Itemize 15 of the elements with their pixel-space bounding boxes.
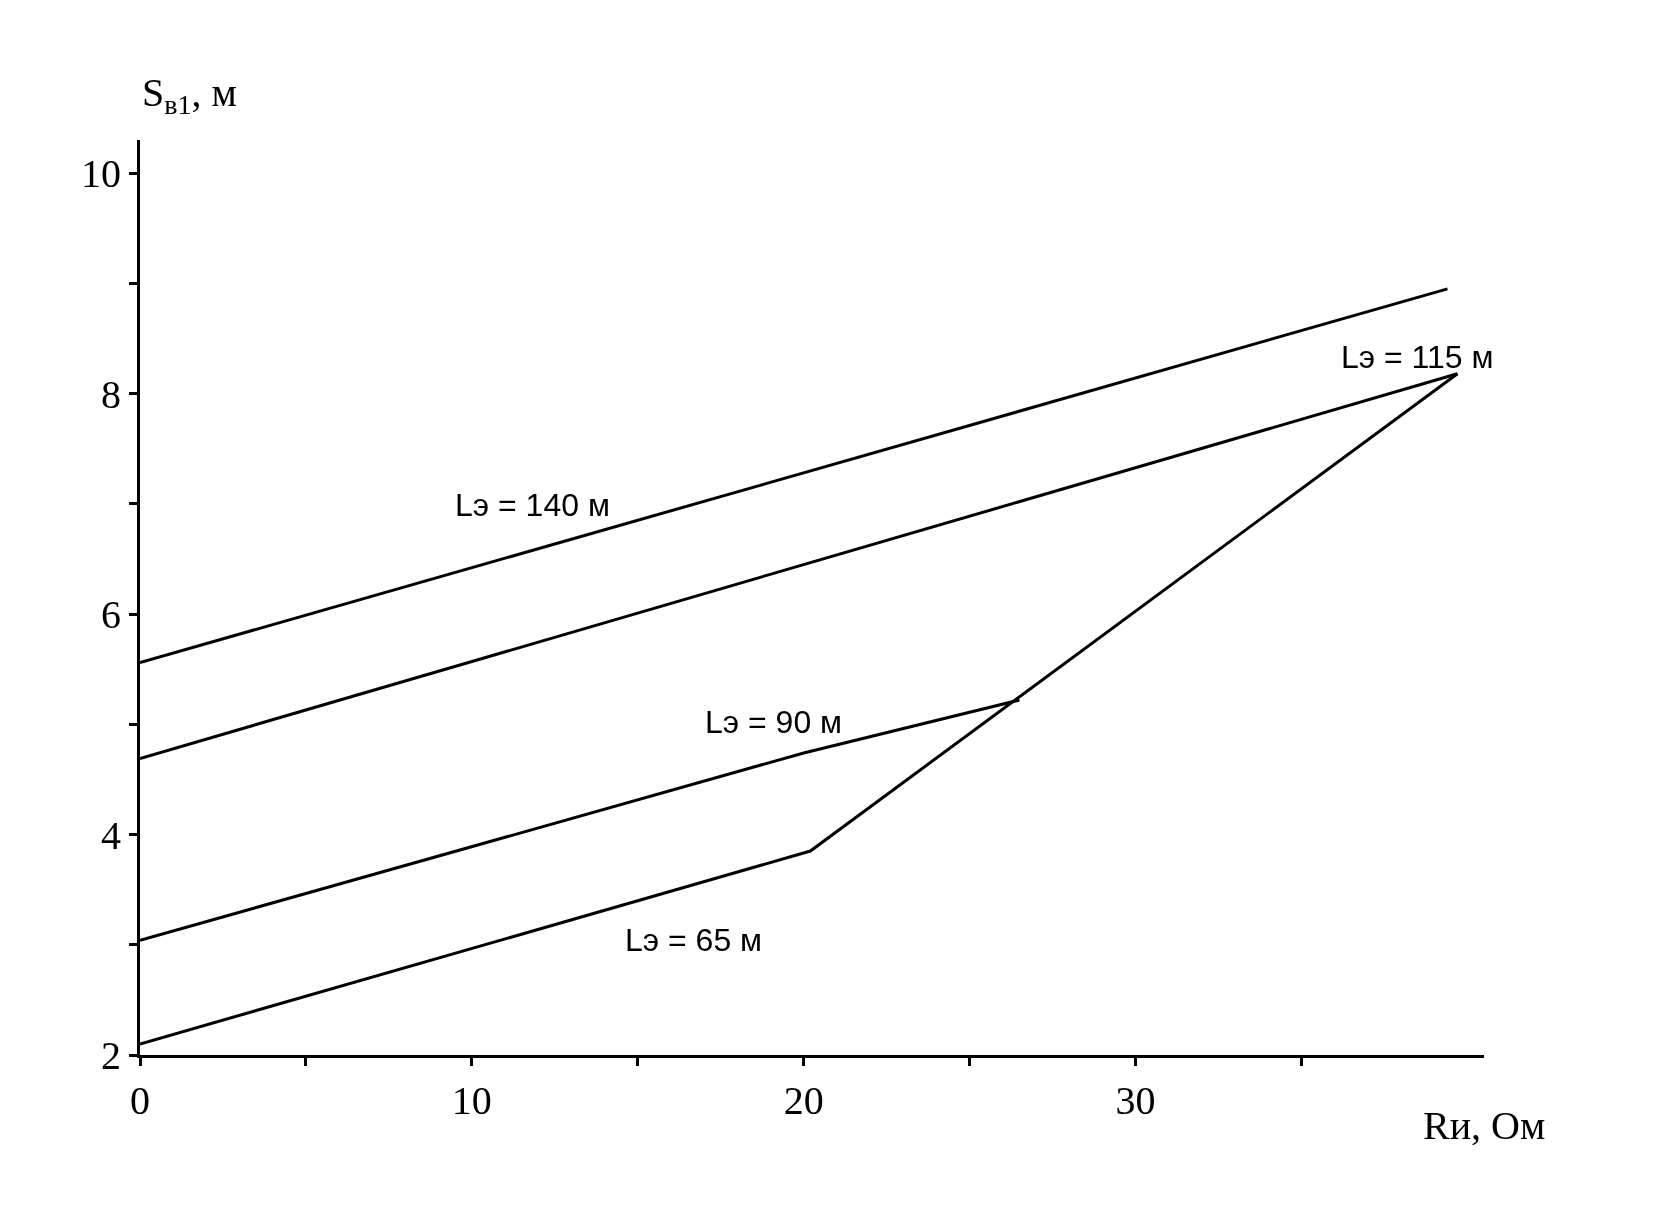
y-tick-label: 2 xyxy=(101,1033,121,1078)
y-tick-label: 10 xyxy=(81,151,121,197)
y-axis-title: S$_{в1}$, м xyxy=(142,70,237,121)
y-tick-label: 6 xyxy=(101,592,121,638)
series-label: Lэ = 65 м xyxy=(625,922,763,958)
x-tick-label: 30 xyxy=(1115,1078,1156,1123)
x-tick-label: 10 xyxy=(451,1078,492,1123)
x-tick-label: 0 xyxy=(130,1078,150,1123)
series-label: Lэ = 140 м xyxy=(455,487,610,523)
series-label: Lэ = 115 м xyxy=(1341,339,1494,375)
y-tick-label: 4 xyxy=(101,812,121,858)
x-tick-label: 20 xyxy=(783,1078,824,1123)
y-tick-label: 8 xyxy=(101,371,121,417)
series-label: Lэ = 90 м xyxy=(705,704,843,740)
x-axis-title: Rи, Ом xyxy=(1423,1103,1546,1148)
